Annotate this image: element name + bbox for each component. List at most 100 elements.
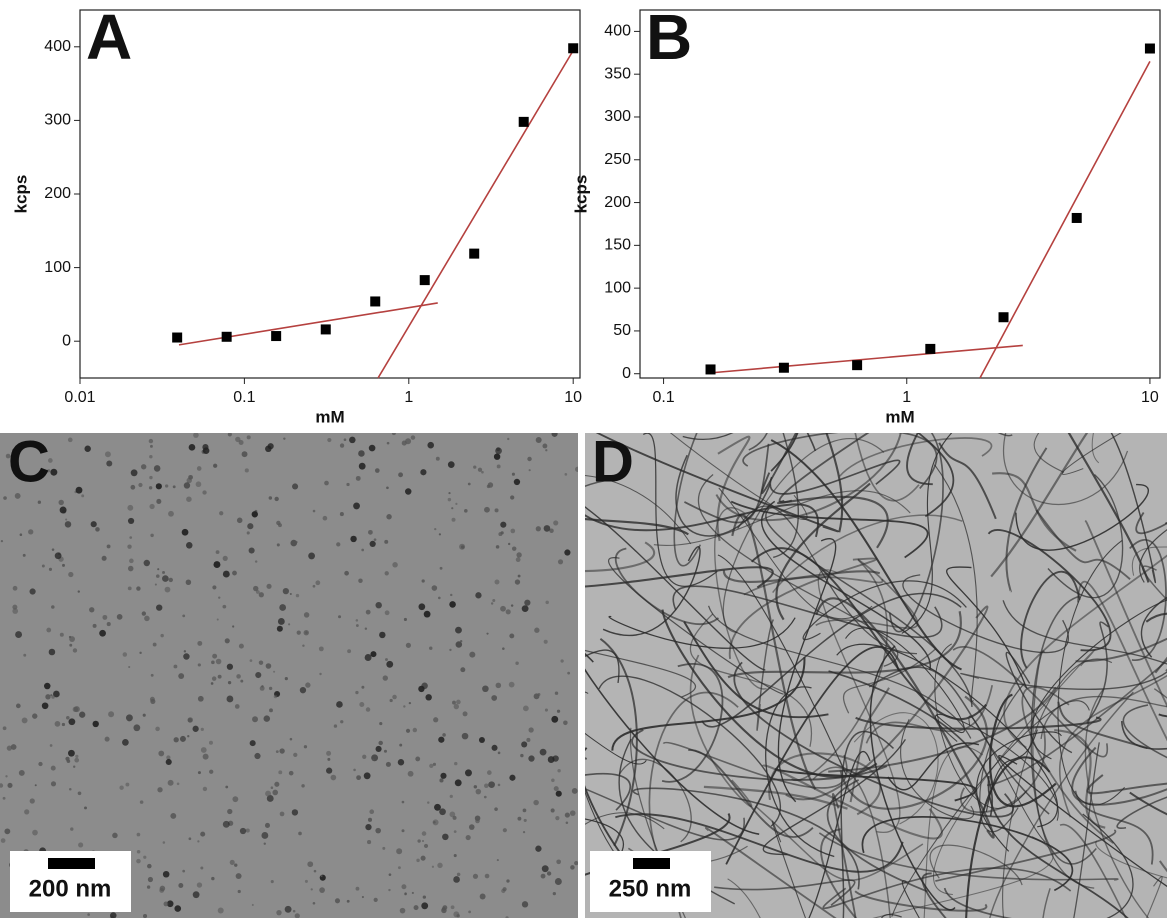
scale-bar — [48, 858, 95, 869]
particle — [106, 544, 111, 549]
particle — [21, 441, 27, 447]
particle — [164, 586, 171, 593]
particle — [478, 736, 485, 744]
particle — [528, 469, 531, 472]
fiber — [733, 661, 1014, 818]
particle — [202, 753, 209, 760]
particle — [139, 800, 144, 804]
particle — [293, 752, 298, 757]
particle — [429, 763, 434, 768]
particle — [343, 438, 347, 442]
particle — [450, 905, 455, 910]
particle — [449, 601, 456, 608]
particle — [53, 690, 60, 698]
particle — [87, 913, 90, 916]
particle — [129, 536, 133, 539]
particle — [197, 840, 200, 843]
particle — [509, 774, 516, 781]
x-tick-label: 0.01 — [64, 389, 95, 406]
particle — [511, 546, 517, 551]
particle — [187, 718, 193, 723]
particle — [365, 823, 372, 831]
particle — [196, 466, 202, 471]
particle — [334, 898, 341, 904]
y-tick-label: 50 — [613, 322, 631, 339]
particle — [163, 901, 169, 907]
particle — [51, 548, 55, 551]
particle — [186, 496, 192, 502]
particle — [564, 549, 571, 556]
particle — [162, 870, 170, 878]
particle — [154, 583, 157, 586]
particle — [378, 740, 383, 746]
particle — [172, 485, 176, 489]
fiber — [765, 686, 835, 858]
fiber — [869, 645, 956, 911]
particle — [392, 694, 397, 700]
particle — [416, 858, 420, 863]
particle — [569, 810, 576, 816]
particle — [155, 726, 160, 732]
fiber — [822, 867, 1072, 910]
particle — [552, 892, 556, 896]
particle — [460, 545, 465, 549]
particle — [48, 648, 56, 656]
particle — [49, 744, 53, 747]
particle — [66, 715, 70, 720]
particle — [526, 737, 531, 742]
image-background — [0, 433, 578, 918]
particle — [361, 895, 364, 899]
particle — [264, 822, 270, 828]
particle — [244, 468, 249, 473]
particle — [279, 604, 287, 611]
particle — [155, 483, 162, 490]
particle — [373, 538, 377, 542]
particle — [176, 782, 180, 786]
particle — [435, 456, 440, 461]
fiber — [1131, 546, 1167, 576]
particle — [294, 913, 300, 918]
particle — [74, 757, 80, 763]
particle — [268, 686, 273, 691]
particle — [150, 444, 153, 448]
fiber — [585, 787, 745, 841]
particle — [347, 649, 352, 654]
particle — [421, 579, 425, 583]
particle — [358, 578, 363, 584]
particle — [50, 765, 56, 771]
particle — [217, 674, 222, 679]
particle — [515, 557, 521, 563]
particle — [322, 515, 328, 521]
fiber — [836, 643, 1058, 828]
particle — [365, 707, 371, 712]
particle — [254, 560, 258, 563]
particle — [358, 462, 366, 470]
particle — [178, 883, 184, 888]
particle — [369, 540, 376, 548]
particle — [139, 651, 142, 655]
particle — [155, 574, 160, 578]
fiber — [831, 793, 857, 918]
fiber — [632, 787, 860, 890]
particle — [77, 791, 82, 796]
particle — [148, 486, 153, 490]
fiber — [900, 718, 974, 820]
particle — [158, 750, 165, 757]
fiber — [815, 597, 995, 839]
particle — [571, 788, 578, 794]
particle — [386, 514, 392, 520]
particle — [68, 571, 74, 578]
particle — [282, 587, 289, 595]
fiber — [727, 611, 962, 679]
fiber — [1020, 570, 1081, 669]
particle — [453, 911, 460, 918]
particle — [302, 644, 305, 647]
particle — [153, 465, 161, 472]
particle — [567, 671, 571, 675]
particle — [295, 540, 298, 544]
particle — [50, 468, 58, 476]
fiber — [934, 464, 978, 702]
particle — [84, 445, 91, 452]
fiber — [729, 557, 878, 659]
